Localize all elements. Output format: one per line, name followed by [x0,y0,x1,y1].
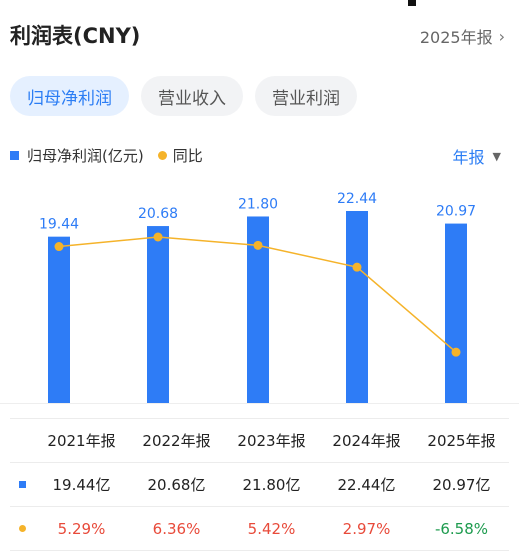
tab-operating-profit[interactable]: 营业利润 [255,76,357,116]
profit-bar [346,211,368,403]
bar-value-label: 20.97 [436,204,476,220]
bar-value-label: 22.44 [337,191,377,207]
bar-value-label: 19.44 [39,217,79,233]
header: 利润表(CNY) 2025年报 › [0,0,519,70]
report-period-label: 2025年报 [419,28,493,47]
yoy-cell: 2.97% [342,519,391,538]
table-row-yoy: 5.29% 6.36% 5.42% 2.97% -6.58% [10,507,509,551]
report-period-link[interactable]: 2025年报 › [420,24,505,48]
line-legend-marker [157,151,167,160]
yoy-row-marker [18,525,26,532]
profit-cell: 22.44亿 [337,476,396,494]
table-header: 2024年报 [332,432,401,450]
profit-cell: 20.97亿 [432,476,491,494]
profit-bar [48,236,70,403]
profit-cell: 21.80亿 [242,476,301,494]
yoy-cell: 6.36% [152,519,201,538]
table-header: 2021年报 [47,432,116,450]
table-header: 2022年报 [142,432,211,450]
bar-value-label: 20.68 [138,206,178,222]
table-header-row: 2021年报 2022年报 2023年报 2024年报 2025年报 [10,419,509,463]
data-table: 2021年报 2022年报 2023年报 2024年报 2025年报 19.44… [10,418,509,551]
profit-cell: 19.44亿 [52,476,111,494]
yoy-cell: 5.29% [57,519,106,538]
profit-bar [147,226,169,403]
yoy-point [451,347,461,357]
metric-tabs: 归母净利润 营业收入 营业利润 [10,76,357,116]
profit-cell: 20.68亿 [147,476,206,494]
status-mark [408,0,416,6]
profit-row-marker [18,481,26,488]
period-dropdown-label: 年报 [452,148,485,167]
tab-net-profit[interactable]: 归母净利润 [10,76,129,116]
yoy-point [352,262,362,272]
profit-bar [445,223,467,403]
profit-bar [247,216,269,403]
table-header: 2023年报 [237,432,306,450]
bar-legend-label: 归母净利润(亿元) [27,147,144,165]
period-dropdown[interactable]: 年报 ▼ [453,144,501,168]
yoy-point [54,242,64,252]
table-row-profit: 19.44亿 20.68亿 21.80亿 22.44亿 20.97亿 [10,463,509,507]
chart-legend: 归母净利润(亿元) 同比 [10,145,203,166]
yoy-cell: -6.58% [434,519,489,538]
yoy-point [253,240,263,250]
table-header: 2025年报 [427,432,496,450]
chevron-right-icon: › [498,26,505,46]
bar-legend-marker [10,151,19,160]
yoy-cell: 5.42% [247,519,296,538]
yoy-point [153,232,163,242]
bar-value-label: 21.80 [238,196,278,212]
page-title: 利润表(CNY) [10,24,141,48]
profit-chart: 19.44 20.68 21.80 22.44 20.97 [0,191,519,404]
caret-down-icon: ▼ [492,149,501,163]
line-legend-label: 同比 [172,147,203,165]
tab-revenue[interactable]: 营业收入 [141,76,243,116]
